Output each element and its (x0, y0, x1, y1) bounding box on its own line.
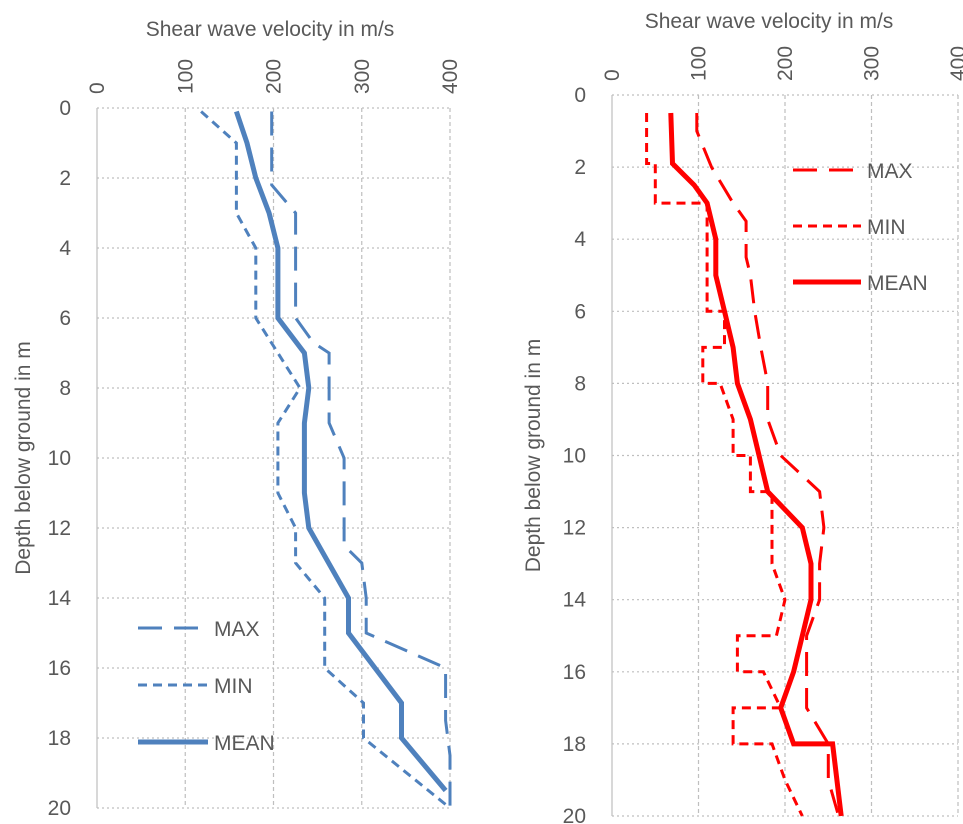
y-tick-label: 10 (48, 447, 71, 470)
y-tick-label: 2 (574, 156, 586, 179)
y-tick-label: 8 (574, 372, 586, 395)
legend: MAX MIN MEAN (793, 160, 928, 295)
x-axis-title: Shear wave velocity in m/s (146, 18, 395, 41)
y-tick-label: 14 (563, 589, 587, 612)
x-tick-label: 100 (174, 59, 197, 94)
x-tick-label: 200 (774, 46, 797, 81)
x-tick-label: 400 (439, 59, 462, 94)
legend-label-mean: MEAN (214, 732, 275, 755)
series-min-line (200, 110, 451, 810)
legend-label-mean: MEAN (867, 272, 928, 295)
y-tick-label: 14 (48, 587, 72, 610)
y-tick-label: 18 (48, 727, 71, 750)
y-tick-label: 10 (563, 445, 586, 468)
x-tick-label: 300 (351, 59, 374, 94)
series-mean-line (234, 110, 448, 793)
y-tick-label: 20 (48, 797, 71, 820)
legend-label-min: MIN (867, 216, 906, 239)
y-tick-label: 16 (48, 657, 71, 680)
series-mean-line (668, 112, 844, 817)
legend-label-min: MIN (214, 675, 253, 698)
y-axis-title: Depth below ground in m (12, 341, 35, 574)
y-tick-label: 4 (574, 228, 586, 251)
y-tick-label: 6 (574, 300, 586, 323)
x-tick-label: 300 (861, 46, 884, 81)
y-axis-title: Depth below ground in m (522, 339, 545, 572)
y-tick-label: 0 (59, 97, 71, 120)
x-tick-label: 0 (86, 82, 109, 94)
legend-label-max: MAX (867, 160, 913, 183)
y-tick-label: 18 (563, 733, 586, 756)
legend-label-max: MAX (214, 618, 260, 641)
x-tick-label: 200 (263, 59, 286, 94)
y-tick-label: 20 (563, 805, 586, 824)
y-tick-label: 6 (59, 307, 71, 330)
x-tick-label: 100 (688, 46, 711, 81)
y-tick-label: 12 (563, 517, 586, 540)
y-tick-label: 0 (574, 84, 586, 107)
y-tick-label: 2 (59, 167, 71, 190)
y-tick-label: 8 (59, 377, 71, 400)
series-max-line (695, 113, 841, 817)
x-tick-label: 400 (947, 46, 963, 81)
x-tick-label: 0 (601, 69, 624, 81)
y-tick-label: 4 (59, 237, 71, 260)
y-tick-label: 12 (48, 517, 71, 540)
series-min-line (645, 113, 804, 817)
legend: MAX MIN MEAN (138, 618, 275, 755)
series-max-line (270, 111, 452, 808)
y-tick-label: 16 (563, 661, 586, 684)
x-axis-title: Shear wave velocity in m/s (645, 10, 894, 33)
